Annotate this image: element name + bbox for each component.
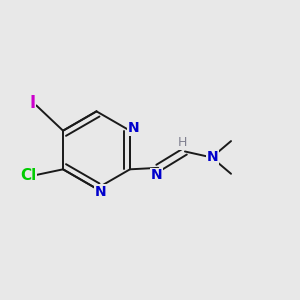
Text: N: N bbox=[94, 184, 106, 199]
Text: Cl: Cl bbox=[20, 168, 36, 183]
Text: H: H bbox=[178, 136, 187, 149]
Text: N: N bbox=[128, 121, 139, 135]
Text: I: I bbox=[29, 94, 35, 112]
Text: N: N bbox=[207, 150, 218, 164]
Text: N: N bbox=[151, 168, 163, 182]
